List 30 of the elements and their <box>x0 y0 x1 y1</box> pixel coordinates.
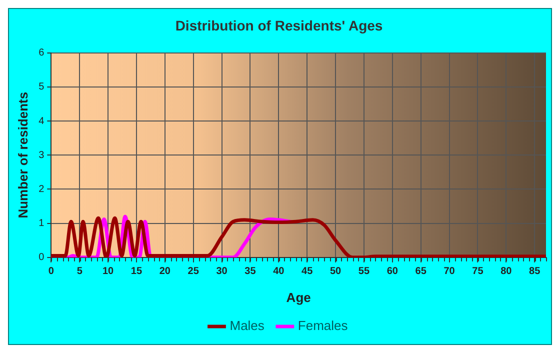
x-tick-label: 30 <box>216 266 228 278</box>
x-tick-label: 85 <box>529 266 541 278</box>
x-tick-label: 40 <box>273 266 285 278</box>
y-tick-label: 6 <box>38 48 45 59</box>
y-tick-label: 3 <box>38 150 45 161</box>
x-tick-label: 55 <box>358 266 370 278</box>
x-tick-label: 35 <box>244 266 256 278</box>
x-tick-label: 65 <box>415 266 427 278</box>
y-tick-label: 2 <box>38 184 45 195</box>
legend-label: Males <box>230 318 265 334</box>
x-tick-label: 25 <box>188 266 200 278</box>
x-tick-label: 0 <box>48 266 54 278</box>
y-tick-label: 1 <box>38 218 45 230</box>
y-axis-title: Number of residents <box>15 92 30 218</box>
x-tick-label: 70 <box>444 266 456 278</box>
y-tick-label: 4 <box>38 116 45 127</box>
legend-label: Females <box>298 318 348 334</box>
chart-title: Distribution of Residents' Ages <box>175 17 383 34</box>
y-tick-label: 5 <box>38 82 45 93</box>
x-tick-label: 15 <box>130 266 142 278</box>
x-tick-label: 50 <box>330 266 342 278</box>
x-tick-label: 75 <box>472 266 484 278</box>
x-axis-title: Age <box>286 290 311 305</box>
x-tick-label: 60 <box>386 266 398 278</box>
x-tick-label: 10 <box>102 266 114 278</box>
x-tick-label: 20 <box>159 266 171 278</box>
x-tick-label: 5 <box>76 266 83 278</box>
x-tick-label: 80 <box>500 266 512 278</box>
y-tick-label: 0 <box>38 252 45 264</box>
x-tick-label: 45 <box>302 266 314 278</box>
